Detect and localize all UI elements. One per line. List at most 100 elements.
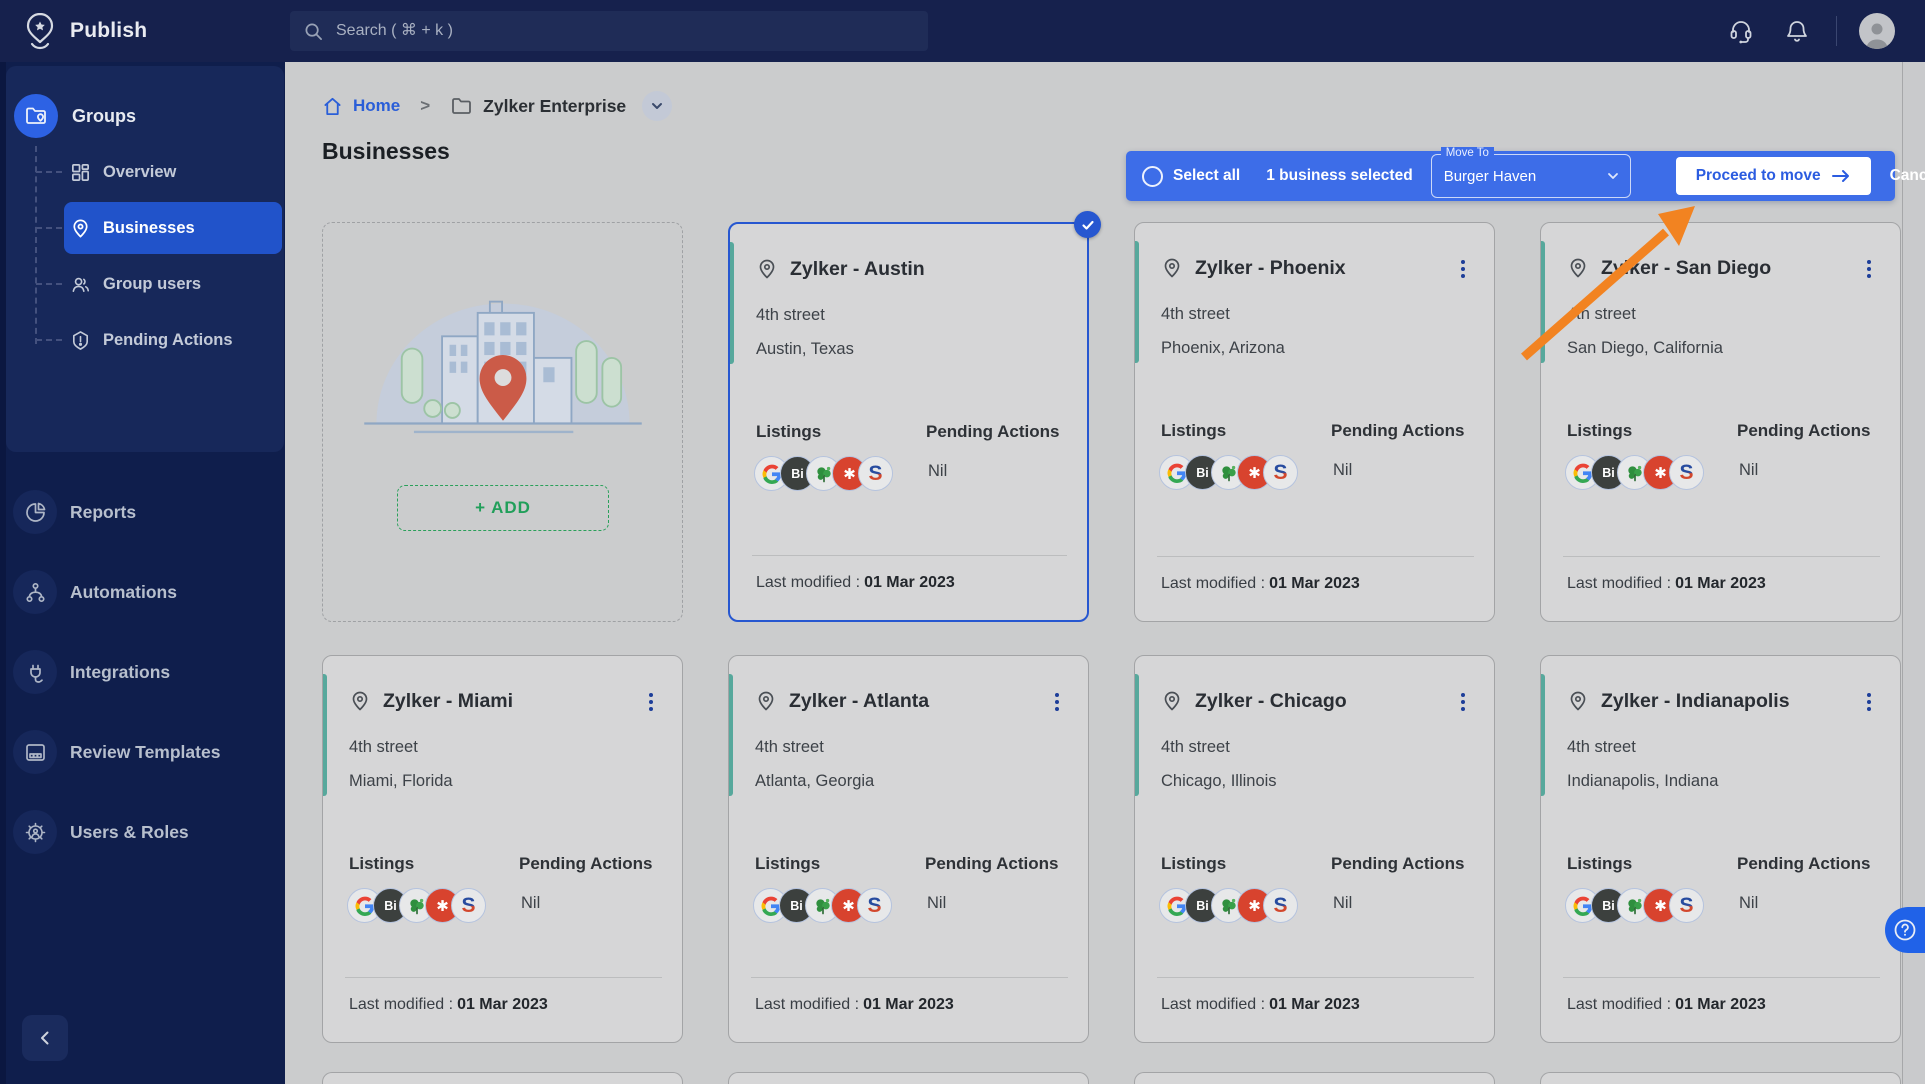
help-button[interactable] xyxy=(1885,907,1925,953)
sidebar-item-review-templates[interactable]: Review Templates xyxy=(0,712,285,792)
sidebar-item-businesses[interactable]: Businesses xyxy=(6,202,284,254)
pending-actions-value: Nil xyxy=(927,894,947,912)
listing-platform-icons: Bi ✱ S xyxy=(754,456,893,491)
location-pin-icon xyxy=(759,259,775,279)
business-city: Miami, Florida xyxy=(349,772,453,790)
status-stripe xyxy=(1541,674,1545,796)
card-menu-button[interactable] xyxy=(1450,255,1476,283)
pending-actions-label: Pending Actions xyxy=(519,854,653,873)
bell-icon xyxy=(1787,21,1807,42)
sidebar-collapse-button[interactable] xyxy=(22,1015,68,1061)
card-divider xyxy=(1563,977,1880,978)
cancel-button[interactable]: Cancel xyxy=(1890,167,1925,185)
breadcrumb-home[interactable]: Home xyxy=(322,96,400,117)
business-street: 4th street xyxy=(1161,738,1230,756)
sidebar-item-pending-actions[interactable]: Pending Actions xyxy=(6,314,284,366)
navbar-right xyxy=(1728,0,1925,62)
red-burst-icon: ✱ xyxy=(832,456,867,491)
add-button[interactable]: + ADD xyxy=(397,485,609,531)
business-name: Zylker - Atlanta xyxy=(789,690,930,712)
add-business-card[interactable]: + ADD xyxy=(322,222,683,622)
breadcrumb-dropdown-button[interactable] xyxy=(642,91,673,121)
business-street: 4th street xyxy=(1161,305,1230,323)
business-card[interactable]: Zylker - Indianapolis 4th street Indiana… xyxy=(1540,655,1901,1043)
card-menu-button[interactable] xyxy=(1856,688,1882,716)
pending-actions-label: Pending Actions xyxy=(1331,854,1465,873)
chevron-down-icon xyxy=(1607,173,1618,179)
listing-platform-icons: Bi ✱ S xyxy=(1159,455,1298,490)
business-name: Zylker - Austin xyxy=(790,258,925,280)
last-modified: Last modified :01 Mar 2023 xyxy=(756,574,955,591)
sidebar-groups-label: Groups xyxy=(72,105,137,126)
arrow-right-icon xyxy=(1831,170,1849,182)
question-mark-icon xyxy=(1894,919,1916,941)
card-menu-button[interactable] xyxy=(1044,688,1070,716)
partial-card xyxy=(728,1072,1089,1084)
location-pin-icon xyxy=(1570,691,1586,711)
sidebar-item-users-roles[interactable]: Users & Roles xyxy=(0,792,285,872)
sidebar-item-reports[interactable]: Reports xyxy=(0,472,285,552)
listing-platform-icons: Bi ✱ S xyxy=(1565,888,1704,923)
select-all-radio[interactable] xyxy=(1142,165,1163,187)
partial-card xyxy=(1134,1072,1495,1084)
navbar-divider xyxy=(1836,16,1837,46)
support-headset-button[interactable] xyxy=(1728,18,1754,44)
s-logo-icon: S xyxy=(1263,455,1298,490)
listing-platform-icons: Bi ✱ S xyxy=(1159,888,1298,923)
global-search[interactable] xyxy=(290,11,928,51)
pending-actions-value: Nil xyxy=(521,894,541,912)
proceed-to-move-button[interactable]: Proceed to move xyxy=(1675,157,1871,195)
business-city: Atlanta, Georgia xyxy=(755,772,875,790)
business-card[interactable]: Zylker - San Diego 4th street San Diego,… xyxy=(1540,222,1901,622)
card-menu-button[interactable] xyxy=(1856,255,1882,283)
last-modified: Last modified :01 Mar 2023 xyxy=(1161,575,1360,592)
search-input[interactable] xyxy=(336,22,914,40)
business-name: Zylker - San Diego xyxy=(1601,257,1772,279)
review-templates-icon xyxy=(13,730,57,774)
card-menu-button[interactable] xyxy=(638,688,664,716)
breadcrumb-current: Zylker Enterprise xyxy=(450,95,626,117)
app-logo[interactable] xyxy=(22,11,58,51)
selection-count: 1 business selected xyxy=(1266,167,1413,184)
business-card[interactable]: Zylker - Chicago 4th street Chicago, Ill… xyxy=(1134,655,1495,1043)
sidebar-item-integrations[interactable]: Integrations xyxy=(0,632,285,712)
move-to-label: Move To xyxy=(1440,147,1494,159)
listings-label: Listings xyxy=(1161,854,1227,873)
business-card[interactable]: Zylker - Miami 4th street Miami, Florida… xyxy=(322,655,683,1043)
groups-folder-icon xyxy=(14,94,58,138)
chevron-down-icon xyxy=(652,103,663,109)
breadcrumb: Home > Zylker Enterprise xyxy=(322,90,673,122)
sidebar-item-group-users[interactable]: Group users xyxy=(6,258,284,310)
scrollbar-gutter[interactable] xyxy=(1902,62,1925,1084)
card-divider xyxy=(751,977,1068,978)
card-menu-button[interactable] xyxy=(1450,688,1476,716)
integrations-plug-icon xyxy=(13,650,57,694)
move-to-dropdown[interactable]: Move To Burger Haven xyxy=(1430,147,1631,198)
business-card[interactable]: Zylker - Atlanta 4th street Atlanta, Geo… xyxy=(728,655,1089,1043)
s-logo-icon: S xyxy=(858,456,893,491)
overview-grid-icon xyxy=(72,163,89,181)
sidebar-item-groups[interactable]: Groups xyxy=(14,94,136,138)
business-city: San Diego, California xyxy=(1567,339,1723,357)
pending-actions-value: Nil xyxy=(1333,894,1353,912)
business-card[interactable]: Zylker - Austin 4th street Austin, Texas… xyxy=(728,211,1101,622)
user-avatar[interactable] xyxy=(1859,13,1895,49)
card-divider xyxy=(345,977,662,978)
publish-pin-logo-icon xyxy=(26,12,54,50)
users-roles-gear-icon xyxy=(13,810,57,854)
pending-actions-label: Pending Actions xyxy=(926,422,1060,441)
notifications-button[interactable] xyxy=(1784,18,1810,44)
business-name: Zylker - Indianapolis xyxy=(1601,690,1790,712)
top-navbar: Publish xyxy=(0,0,1925,62)
sidebar-item-overview[interactable]: Overview xyxy=(6,146,284,198)
last-modified: Last modified :01 Mar 2023 xyxy=(1567,996,1766,1013)
business-street: 4th street xyxy=(1567,305,1636,323)
pending-actions-label: Pending Actions xyxy=(1331,421,1465,440)
select-all-label[interactable]: Select all xyxy=(1173,167,1241,184)
green-map-icon xyxy=(1617,455,1652,490)
pending-actions-value: Nil xyxy=(1333,461,1353,479)
sidebar-item-automations[interactable]: Automations xyxy=(0,552,285,632)
headset-icon xyxy=(1730,21,1752,44)
business-card[interactable]: Zylker - Phoenix 4th street Phoenix, Ari… xyxy=(1134,222,1495,622)
